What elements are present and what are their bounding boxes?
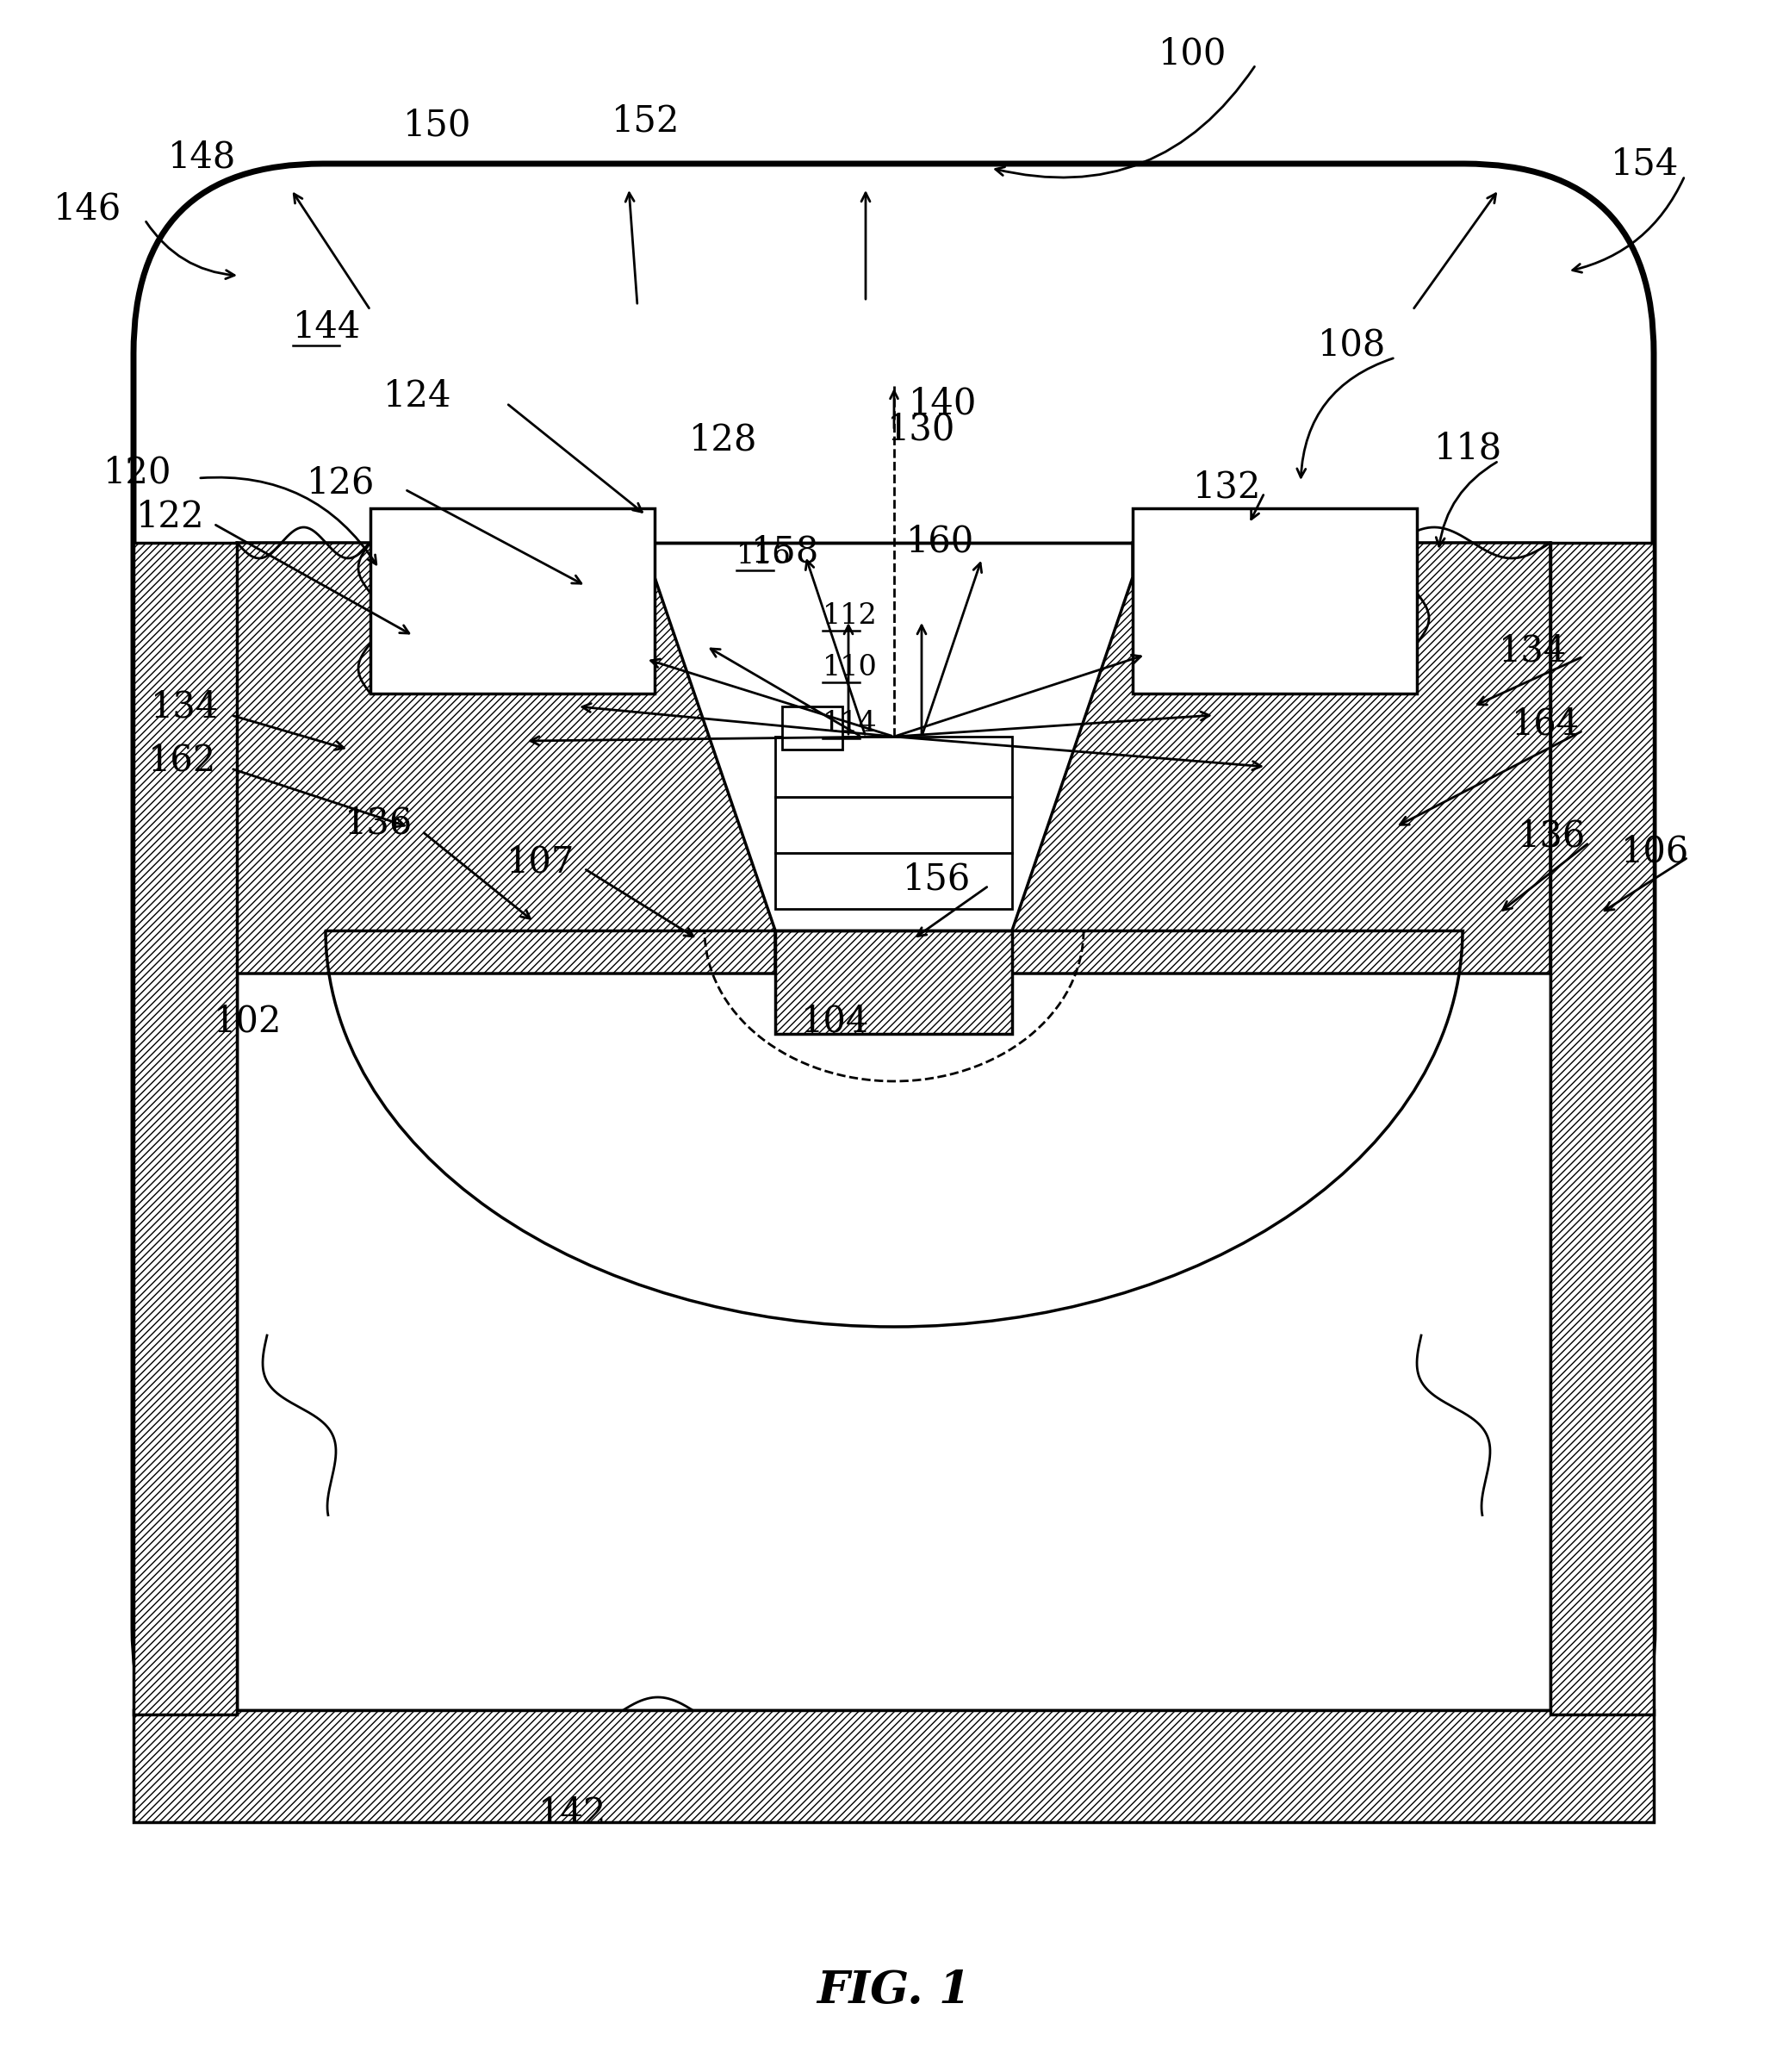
Text: 126: 126	[306, 464, 376, 501]
Bar	[370, 508, 655, 694]
Text: 122: 122	[136, 499, 204, 535]
Text: 154: 154	[1610, 145, 1680, 182]
Text: 136: 136	[1517, 818, 1585, 854]
Text: 124: 124	[383, 379, 453, 414]
Text: 100: 100	[1159, 35, 1227, 73]
Text: 148: 148	[168, 139, 236, 174]
Text: 136: 136	[345, 804, 413, 841]
Text: 158: 158	[751, 533, 819, 570]
Bar	[775, 798, 1013, 854]
Text: 120: 120	[104, 454, 172, 491]
Text: 106: 106	[1621, 833, 1689, 870]
Bar	[1132, 508, 1417, 694]
Text: 150: 150	[403, 108, 472, 143]
Text: 114: 114	[823, 711, 877, 738]
Bar	[134, 1709, 1653, 1821]
Text: 134: 134	[150, 688, 218, 725]
Bar	[782, 707, 843, 750]
FancyBboxPatch shape	[134, 164, 1653, 1817]
Text: 107: 107	[506, 843, 574, 881]
Text: 142: 142	[538, 1796, 606, 1832]
Text: 146: 146	[54, 191, 122, 226]
Bar	[775, 738, 1013, 798]
Text: 130: 130	[887, 410, 955, 448]
Text: FIG. 1: FIG. 1	[818, 1968, 971, 2012]
Text: 140: 140	[909, 385, 977, 421]
Text: 156: 156	[903, 860, 971, 897]
Bar	[775, 930, 1013, 1034]
Text: 116: 116	[737, 543, 791, 570]
Text: 102: 102	[213, 1003, 283, 1038]
Text: 162: 162	[148, 742, 216, 777]
Text: 134: 134	[1499, 632, 1567, 669]
Text: 118: 118	[1435, 429, 1503, 466]
Text: 110: 110	[823, 655, 878, 682]
Text: 164: 164	[1512, 707, 1580, 742]
Bar	[775, 854, 1013, 910]
Text: 112: 112	[823, 603, 877, 630]
Text: 104: 104	[801, 1003, 869, 1038]
Text: 128: 128	[689, 421, 757, 458]
Text: 108: 108	[1318, 327, 1386, 363]
Bar	[134, 543, 236, 1714]
Polygon shape	[1013, 543, 1551, 974]
Text: 152: 152	[612, 102, 680, 139]
Text: 144: 144	[293, 309, 361, 346]
Text: 160: 160	[905, 522, 975, 559]
Bar	[1551, 543, 1653, 1714]
Polygon shape	[236, 543, 775, 974]
Text: 132: 132	[1193, 468, 1261, 506]
